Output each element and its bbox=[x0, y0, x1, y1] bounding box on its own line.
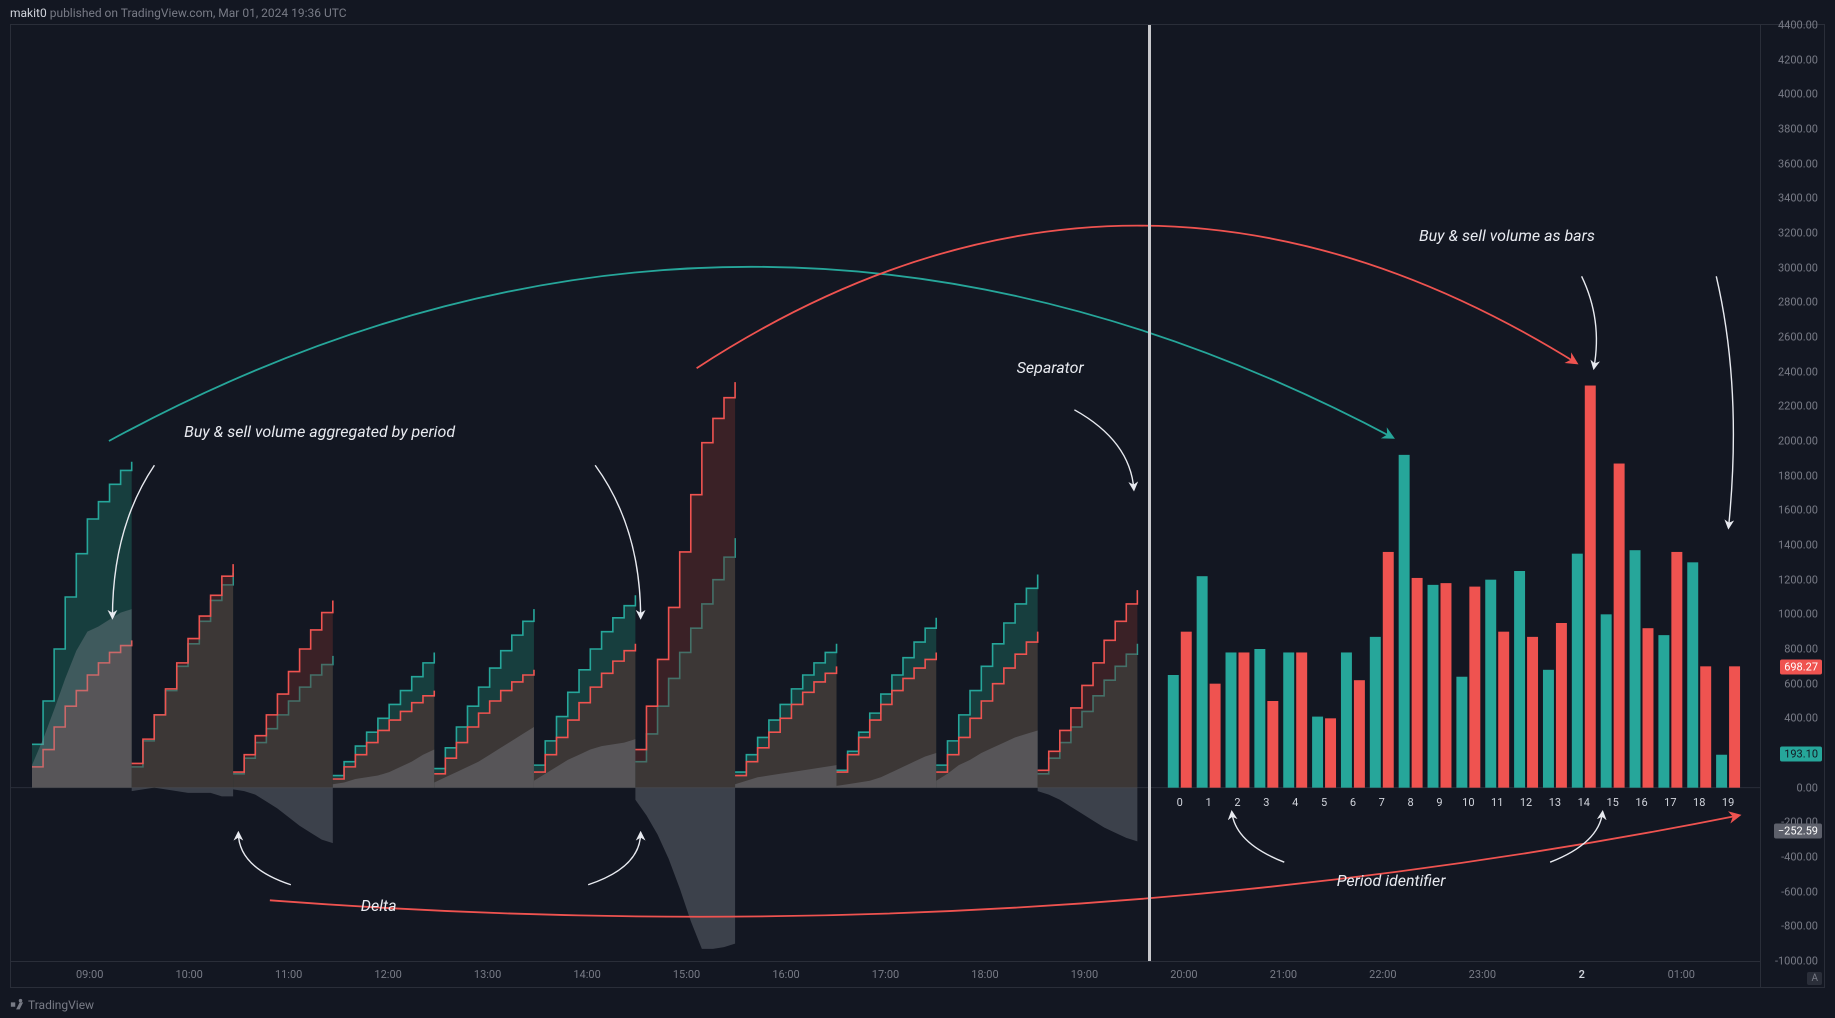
period-id-label: 4 bbox=[1292, 796, 1298, 809]
y-tick: 2400.00 bbox=[1778, 365, 1818, 378]
period-id-label: 9 bbox=[1436, 796, 1442, 809]
period-id-label: 18 bbox=[1693, 796, 1705, 809]
x-tick: 14:00 bbox=[573, 968, 600, 981]
y-tick: 4200.00 bbox=[1778, 53, 1818, 66]
x-tick: 18:00 bbox=[971, 968, 998, 981]
period-id-label: 5 bbox=[1321, 796, 1327, 809]
x-tick: 13:00 bbox=[474, 968, 501, 981]
x-tick: 20:00 bbox=[1170, 968, 1197, 981]
x-tick: 09:00 bbox=[76, 968, 103, 981]
y-tick: 600.00 bbox=[1784, 677, 1818, 690]
x-tick: 17:00 bbox=[872, 968, 899, 981]
y-tick: 1200.00 bbox=[1778, 573, 1818, 586]
publish-site: TradingView.com bbox=[121, 6, 213, 20]
price-badge-gray: −252.59 bbox=[1774, 824, 1822, 839]
x-tick: 01:00 bbox=[1668, 968, 1695, 981]
y-tick: 2800.00 bbox=[1778, 296, 1818, 309]
x-tick: 23:00 bbox=[1469, 968, 1496, 981]
y-tick: 4400.00 bbox=[1778, 19, 1818, 32]
period-id-label: 16 bbox=[1635, 796, 1647, 809]
chart-plot-area[interactable]: 012345678910111213141516171819Buy & sell… bbox=[11, 25, 1760, 961]
publish-header: makit0 published on TradingView.com, Mar… bbox=[10, 6, 347, 20]
y-tick: -400.00 bbox=[1781, 851, 1818, 864]
period-id-label: 17 bbox=[1664, 796, 1676, 809]
y-tick: 2200.00 bbox=[1778, 400, 1818, 413]
period-id-label: 15 bbox=[1606, 796, 1618, 809]
tradingview-logo-icon bbox=[10, 998, 24, 1012]
x-tick: 11:00 bbox=[275, 968, 302, 981]
y-tick: 3600.00 bbox=[1778, 157, 1818, 170]
period-id-label: 12 bbox=[1520, 796, 1532, 809]
x-tick: 2 bbox=[1579, 968, 1585, 981]
annotation-label: Buy & sell volume aggregated by period bbox=[184, 422, 455, 441]
y-tick: 1000.00 bbox=[1778, 608, 1818, 621]
period-id-label: 11 bbox=[1491, 796, 1503, 809]
period-id-label: 1 bbox=[1206, 796, 1212, 809]
y-tick: 3800.00 bbox=[1778, 123, 1818, 136]
y-tick: 0.00 bbox=[1797, 781, 1818, 794]
period-id-label: 0 bbox=[1177, 796, 1183, 809]
period-id-label: 14 bbox=[1578, 796, 1590, 809]
y-tick: 3200.00 bbox=[1778, 227, 1818, 240]
publish-user: makit0 bbox=[10, 6, 47, 20]
period-id-label: 6 bbox=[1350, 796, 1356, 809]
y-tick: -800.00 bbox=[1781, 920, 1818, 933]
brand-text: TradingView bbox=[28, 998, 94, 1012]
y-tick: 4000.00 bbox=[1778, 88, 1818, 101]
y-tick: 1400.00 bbox=[1778, 539, 1818, 552]
y-tick: 3000.00 bbox=[1778, 261, 1818, 274]
price-badge-green: 193.10 bbox=[1780, 747, 1822, 762]
period-id-label: 10 bbox=[1462, 796, 1474, 809]
period-id-label: 3 bbox=[1263, 796, 1269, 809]
period-id-label: 7 bbox=[1379, 796, 1385, 809]
x-tick: 16:00 bbox=[772, 968, 799, 981]
publish-timestamp: Mar 01, 2024 19:36 UTC bbox=[218, 6, 346, 20]
annotation-label: Delta bbox=[361, 896, 397, 915]
y-tick: 1600.00 bbox=[1778, 504, 1818, 517]
y-tick: 3400.00 bbox=[1778, 192, 1818, 205]
period-id-label: 13 bbox=[1549, 796, 1561, 809]
chart-container[interactable]: 012345678910111213141516171819Buy & sell… bbox=[10, 24, 1825, 988]
axis-auto-badge[interactable]: A bbox=[1807, 972, 1822, 985]
y-tick: 2600.00 bbox=[1778, 331, 1818, 344]
publish-word: published on bbox=[50, 6, 118, 20]
x-tick: 21:00 bbox=[1270, 968, 1297, 981]
y-tick: -600.00 bbox=[1781, 885, 1818, 898]
period-id-label: 19 bbox=[1722, 796, 1734, 809]
price-badge-red: 698.27 bbox=[1780, 659, 1822, 674]
y-axis[interactable]: A 4400.004200.004000.003800.003600.00340… bbox=[1760, 25, 1824, 987]
period-id-label: 2 bbox=[1234, 796, 1240, 809]
annotation-label: Separator bbox=[1017, 358, 1084, 377]
chart-svg bbox=[11, 25, 1760, 961]
brand-footer: TradingView bbox=[10, 998, 94, 1012]
x-tick: 15:00 bbox=[673, 968, 700, 981]
x-tick: 19:00 bbox=[1071, 968, 1098, 981]
x-axis[interactable]: 09:00 10:00 11:00 12:00 13:00 14:00 15:00 16:00… bbox=[11, 961, 1760, 987]
y-tick: 2000.00 bbox=[1778, 435, 1818, 448]
annotation-label: Buy & sell volume as bars bbox=[1419, 226, 1595, 245]
x-tick: 22:00 bbox=[1369, 968, 1396, 981]
y-tick: 800.00 bbox=[1784, 643, 1818, 656]
separator-line bbox=[1148, 25, 1151, 961]
y-tick: 400.00 bbox=[1784, 712, 1818, 725]
y-tick: 1800.00 bbox=[1778, 469, 1818, 482]
x-tick: 10:00 bbox=[175, 968, 202, 981]
x-tick: 12:00 bbox=[374, 968, 401, 981]
y-tick: -1000.00 bbox=[1775, 955, 1818, 968]
period-id-label: 8 bbox=[1408, 796, 1414, 809]
annotation-label: Period identifier bbox=[1337, 871, 1446, 890]
